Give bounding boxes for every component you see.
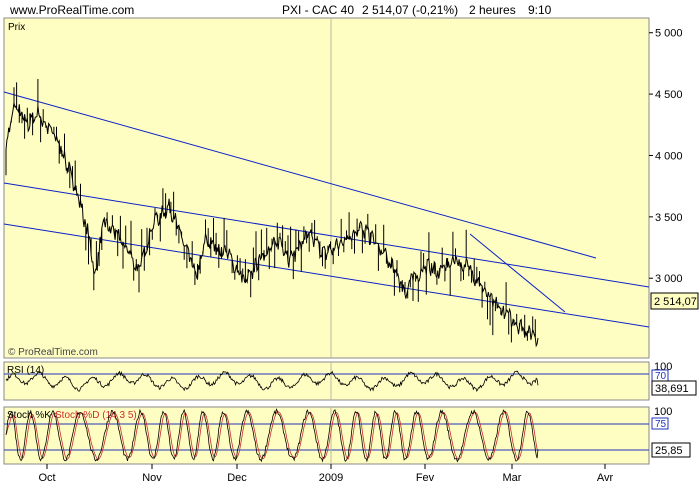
rsi-value-text: 38,691 (655, 383, 689, 395)
price-tick-label: 5 000 (655, 28, 683, 40)
x-tick-label: Fev (416, 472, 435, 484)
price-panel (3, 17, 650, 359)
price-tick-label: 4 500 (655, 89, 683, 101)
x-tick-label: Mar (503, 472, 522, 484)
stoch-value-text: 25,85 (655, 445, 683, 457)
stoch-value-tag (651, 442, 691, 458)
x-axis: Oct Nov Dec 2009 Fev Mar Avr (38, 464, 613, 484)
site-label: www.ProRealTime.com (9, 3, 134, 17)
interval-label: 2 heures (469, 3, 516, 17)
x-tick-label: Dec (227, 472, 247, 484)
price-tick-label: 3 500 (655, 212, 683, 224)
stoch-scale-top: 100 (654, 406, 672, 418)
instrument-title: PXI - CAC 40 (282, 3, 354, 17)
price-axis: 5 000 4 500 4 000 3 500 3 000 (649, 28, 683, 285)
stoch-level-tag (651, 417, 669, 430)
rsi-level-label: 70 (655, 371, 667, 382)
x-tick-label: 2009 (319, 472, 343, 484)
rsi-series-line (5, 370, 539, 392)
rsi-label: RSI (14) (7, 365, 44, 376)
last-value-text: 2 514,07 (654, 296, 697, 308)
stoch-k-line (5, 408, 539, 463)
channel-upper-line (3, 91, 597, 259)
x-tick-label: Oct (38, 472, 55, 484)
channel-middle-line (3, 182, 650, 288)
price-tick-label: 4 000 (655, 150, 683, 162)
stoch-level-label: 75 (655, 419, 667, 430)
quote-label: 2 514,07 (-0,21%) (362, 3, 458, 17)
price-series-line (5, 79, 539, 348)
rsi-value-tag (651, 380, 697, 396)
price-panel-label: Prix (8, 22, 25, 33)
rsi-panel (3, 361, 650, 401)
channel-lower-line (3, 223, 650, 328)
stoch-d-line (5, 411, 539, 461)
time-label: 9:10 (528, 3, 552, 17)
price-tick-label: 3 000 (655, 273, 683, 285)
x-tick-label: Nov (142, 472, 162, 484)
x-tick-label: Avr (597, 472, 614, 484)
watermark: © ProRealTime.com (8, 347, 98, 358)
last-value-tag: 2 514,07 (650, 292, 699, 310)
stoch-d-label: Stoch %D (14 3 5) (55, 410, 137, 421)
short-trend-line (469, 233, 566, 313)
